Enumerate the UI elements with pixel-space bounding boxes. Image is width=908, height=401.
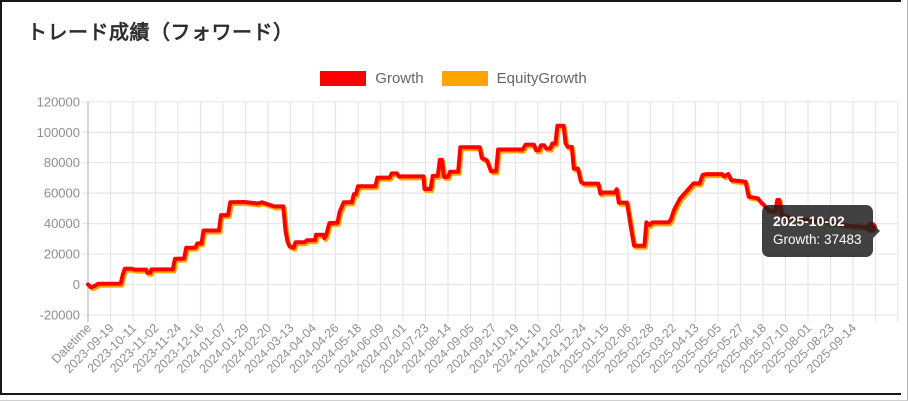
y-axis-tick-label: 20000 [44,247,80,262]
equitygrowth-legend-swatch [441,71,488,86]
series-line-growth [86,123,874,290]
tooltip-caret-icon [872,224,880,239]
tooltip-date: 2025-10-02 [773,213,845,229]
equitygrowth-legend-label: EquityGrowth [496,70,587,87]
tooltip-value: Growth: 37483 [773,231,862,247]
y-axis-tick-label: 80000 [44,155,80,170]
y-axis-tick-label: 100000 [37,125,80,140]
chart-legend: Growth EquityGrowth [0,70,907,87]
page-title: トレード成績（フォワード） [27,22,294,44]
y-axis-tick-label: 40000 [44,216,80,231]
y-axis-tick-label: 60000 [44,186,80,201]
growth-legend-swatch [320,71,367,86]
legend-item-equitygrowth[interactable]: EquityGrowth [441,70,587,87]
y-axis-tick-label: 0 [73,277,80,292]
y-axis-tick-label: -20000 [40,307,80,322]
y-axis-tick-label: 120000 [37,94,80,109]
chart-tooltip: 2025-10-02 Growth: 37483 [762,205,880,258]
growth-legend-label: Growth [375,70,424,87]
legend-item-growth[interactable]: Growth [320,70,424,87]
